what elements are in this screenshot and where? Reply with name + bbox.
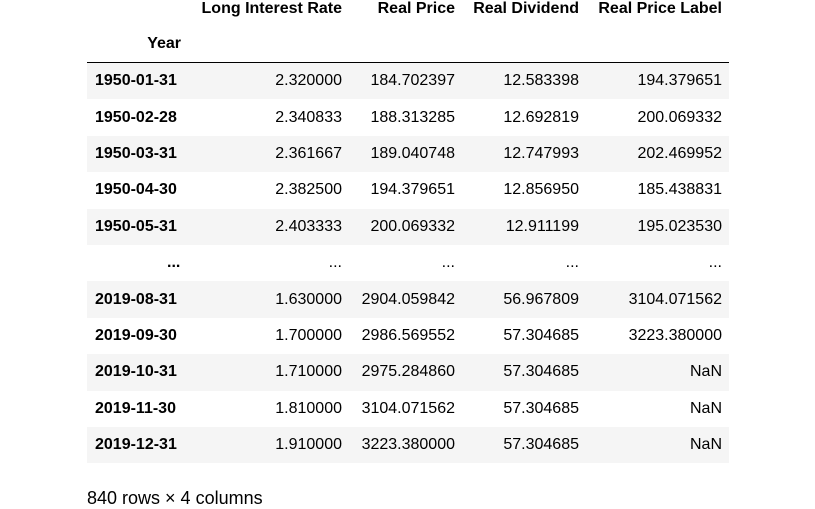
table-cell: 188.313285 (370, 108, 455, 126)
table-row: 2019-12-31 1.910000 3223.380000 57.30468… (87, 426, 729, 464)
row-index: 2019-11-30 (95, 399, 176, 417)
table-cell: 2.340833 (275, 108, 342, 126)
table-row: 1950-05-31 2.403333 200.069332 12.911199… (87, 208, 729, 245)
table-cell: 57.304685 (503, 363, 579, 381)
table-cell: 2975.284860 (361, 363, 455, 381)
table-cell: 3104.071562 (628, 290, 722, 308)
table-cell: NaN (689, 399, 722, 417)
row-index: 1950-04-30 (95, 181, 177, 199)
table-cell: 1.910000 (275, 436, 342, 454)
index-name-cell: Year (87, 26, 191, 63)
row-index: 1950-05-31 (95, 217, 177, 235)
column-header: Real Price Label (598, 0, 722, 17)
row-index: 2019-09-30 (95, 326, 177, 344)
table-cell: 200.069332 (370, 217, 455, 235)
column-header: Real Dividend (473, 0, 579, 17)
ellipsis-row: ... ... ... ... ... (87, 244, 729, 282)
table-cell: 2.403333 (275, 217, 342, 235)
table-cell: 3223.380000 (361, 436, 455, 454)
column-header: Long Interest Rate (201, 0, 342, 17)
table-cell: 12.692819 (503, 108, 579, 126)
column-header-blank (87, 0, 191, 26)
table-cell: ... (565, 254, 579, 272)
shape-summary: 840 rows × 4 columns (87, 488, 263, 508)
column-header-row: Long Interest Rate Real Price Real Divid… (87, 0, 729, 26)
index-name: Year (147, 35, 181, 52)
dataframe-output: Long Interest Rate Real Price Real Divid… (87, 0, 729, 464)
table-cell: 57.304685 (503, 326, 579, 344)
table-cell: 56.967809 (503, 290, 579, 308)
dataframe-table: Long Interest Rate Real Price Real Divid… (87, 0, 729, 464)
index-header-blank (191, 26, 349, 63)
index-header-blank (462, 26, 586, 63)
table-cell: 2.320000 (275, 72, 342, 90)
index-header-blank (586, 26, 729, 63)
table-cell: 194.379651 (370, 181, 455, 199)
table-cell: NaN (689, 436, 722, 454)
table-cell: 194.379651 (637, 72, 722, 90)
row-index: 2019-08-31 (95, 290, 177, 308)
table-cell: 12.911199 (505, 217, 579, 235)
table-cell: 12.856950 (503, 181, 579, 199)
table-cell: 1.630000 (275, 290, 342, 308)
table-cell: 195.023530 (637, 217, 722, 235)
table-cell: 57.304685 (503, 436, 579, 454)
table-cell: 12.583398 (503, 72, 579, 90)
index-header-row: Year (87, 26, 729, 63)
column-header: Real Price (377, 0, 455, 17)
table-cell: 200.069332 (637, 108, 722, 126)
table-cell: 2.382500 (275, 181, 342, 199)
table-cell: ... (441, 254, 455, 272)
table-cell: 189.040748 (370, 144, 455, 162)
table-row: 1950-04-30 2.382500 194.379651 12.856950… (87, 172, 729, 209)
table-body: 1950-01-31 2.320000 184.702397 12.583398… (87, 62, 729, 464)
table-cell: ... (708, 254, 722, 272)
table-row: 1950-03-31 2.361667 189.040748 12.747993… (87, 135, 729, 173)
table-cell: 1.700000 (275, 326, 342, 344)
table-cell: 185.438831 (637, 181, 722, 199)
table-cell: 202.469952 (637, 144, 722, 162)
row-index: ... (167, 254, 181, 272)
table-cell: 184.702397 (370, 72, 455, 90)
table-cell: 3223.380000 (628, 326, 722, 344)
table-row: 2019-10-31 1.710000 2975.284860 57.30468… (87, 354, 729, 391)
table-cell: 57.304685 (503, 399, 579, 417)
table-row: 2019-08-31 1.630000 2904.059842 56.96780… (87, 281, 729, 318)
index-header-blank (349, 26, 462, 63)
table-cell: NaN (689, 363, 722, 381)
table-row: 2019-11-30 1.810000 3104.071562 57.30468… (87, 390, 729, 427)
row-index: 2019-10-31 (95, 363, 177, 381)
row-index: 1950-03-31 (95, 144, 177, 162)
table-header: Long Interest Rate Real Price Real Divid… (87, 0, 729, 63)
table-cell: 3104.071562 (361, 399, 455, 417)
row-index: 1950-02-28 (95, 108, 177, 126)
table-cell: 1.810000 (275, 399, 342, 417)
row-index: 1950-01-31 (95, 72, 177, 90)
table-cell: 2986.569552 (361, 326, 455, 344)
row-index: 2019-12-31 (95, 436, 177, 454)
table-cell: 1.710000 (275, 363, 342, 381)
table-cell: ... (328, 254, 342, 272)
table-cell: 12.747993 (503, 144, 579, 162)
table-row: 1950-02-28 2.340833 188.313285 12.692819… (87, 99, 729, 136)
table-cell: 2904.059842 (361, 290, 455, 308)
table-row: 1950-01-31 2.320000 184.702397 12.583398… (87, 62, 729, 100)
table-cell: 2.361667 (275, 144, 342, 162)
table-row: 2019-09-30 1.700000 2986.569552 57.30468… (87, 317, 729, 355)
